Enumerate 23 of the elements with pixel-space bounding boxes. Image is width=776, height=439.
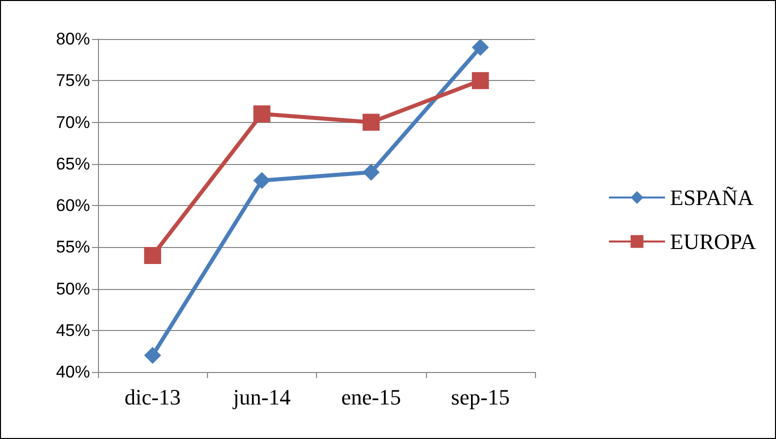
point: [472, 38, 489, 56]
legend-label: ESPAÑA: [670, 185, 754, 210]
x-tick-label: dic-13: [124, 384, 181, 410]
point: [253, 172, 270, 190]
y-tick-label: 45%: [56, 320, 90, 340]
x-tick-label: jun-14: [232, 384, 291, 410]
point: [144, 346, 162, 364]
y-tick-label: 50%: [56, 279, 90, 298]
point: [253, 105, 270, 122]
y-tick-label: 70%: [56, 112, 90, 132]
y-tick-label: 55%: [56, 238, 90, 257]
y-tick-label: 65%: [56, 154, 90, 174]
y-tick-label: 75%: [56, 71, 90, 90]
point: [362, 164, 380, 181]
x-tick-label: sep-15: [451, 384, 510, 410]
legend-label: EUROPA: [670, 229, 756, 254]
y-tick-label: 60%: [56, 196, 90, 215]
point: [144, 246, 162, 264]
point: [362, 114, 380, 131]
y-tick-label: 80%: [56, 30, 90, 48]
x-tick-label: ene-15: [341, 384, 402, 410]
point: [472, 72, 489, 90]
y-tick-label: 40%: [56, 362, 90, 382]
